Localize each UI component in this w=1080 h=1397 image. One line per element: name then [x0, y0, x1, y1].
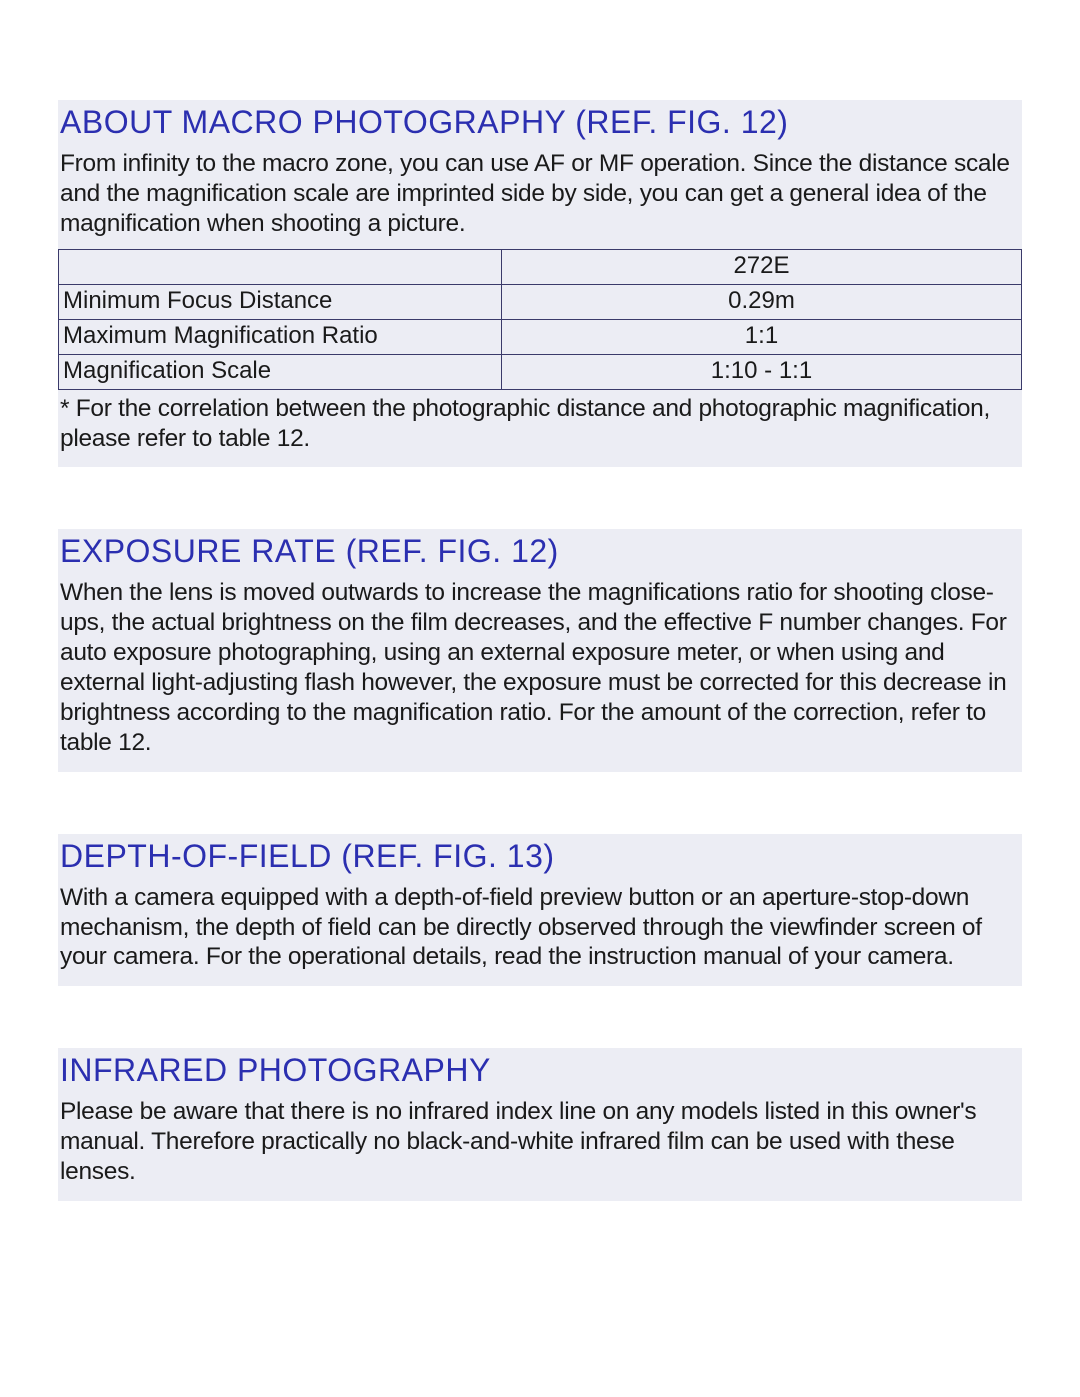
table-row: Magnification Scale 1:10 - 1:1 [59, 354, 1022, 389]
table-row: Maximum Magnification Ratio 1:1 [59, 319, 1022, 354]
section-infrared: INFRARED PHOTOGRAPHY Please be aware tha… [58, 1048, 1022, 1201]
body-dof: With a camera equipped with a depth-of-f… [60, 883, 1018, 973]
heading-exposure: EXPOSURE RATE (Ref. Fig. 12) [60, 533, 1022, 570]
heading-infrared: INFRARED PHOTOGRAPHY [60, 1052, 1022, 1089]
table-header-model: 272E [501, 249, 1021, 284]
spec-value: 0.29m [501, 284, 1021, 319]
section-macro-photography: ABOUT MACRO PHOTOGRAPHY (Ref. Fig. 12) F… [58, 100, 1022, 467]
spec-label: Minimum Focus Distance [59, 284, 502, 319]
body-infrared: Please be aware that there is no infrare… [60, 1097, 1018, 1187]
section-depth-of-field: DEPTH-OF-FIELD (Ref. Fig. 13) With a cam… [58, 834, 1022, 987]
section-exposure-rate: EXPOSURE RATE (Ref. Fig. 12) When the le… [58, 529, 1022, 771]
body-exposure: When the lens is moved outwards to incre… [60, 578, 1018, 757]
spec-value: 1:10 - 1:1 [501, 354, 1021, 389]
manual-page: ABOUT MACRO PHOTOGRAPHY (Ref. Fig. 12) F… [0, 0, 1080, 1261]
body-macro: From infinity to the macro zone, you can… [60, 149, 1018, 239]
table-header-blank [59, 249, 502, 284]
macro-spec-table: 272E Minimum Focus Distance 0.29m Maximu… [58, 249, 1022, 390]
spec-label: Maximum Magnification Ratio [59, 319, 502, 354]
macro-footnote: * For the correlation between the photog… [60, 394, 1018, 454]
heading-macro: ABOUT MACRO PHOTOGRAPHY (Ref. Fig. 12) [60, 104, 1022, 141]
table-row: Minimum Focus Distance 0.29m [59, 284, 1022, 319]
heading-dof: DEPTH-OF-FIELD (Ref. Fig. 13) [60, 838, 1022, 875]
spec-value: 1:1 [501, 319, 1021, 354]
spec-label: Magnification Scale [59, 354, 502, 389]
table-header-row: 272E [59, 249, 1022, 284]
